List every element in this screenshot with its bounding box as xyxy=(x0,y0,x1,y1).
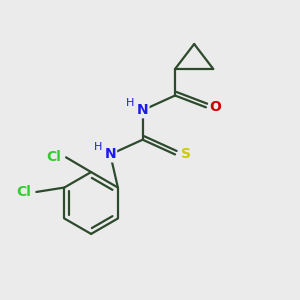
Text: N: N xyxy=(104,147,116,161)
Text: Cl: Cl xyxy=(46,150,61,164)
Text: S: S xyxy=(181,147,191,161)
Text: O: O xyxy=(209,100,221,114)
Text: Cl: Cl xyxy=(16,185,32,199)
Text: H: H xyxy=(126,98,134,108)
Text: H: H xyxy=(94,142,102,152)
Text: N: N xyxy=(137,103,148,117)
